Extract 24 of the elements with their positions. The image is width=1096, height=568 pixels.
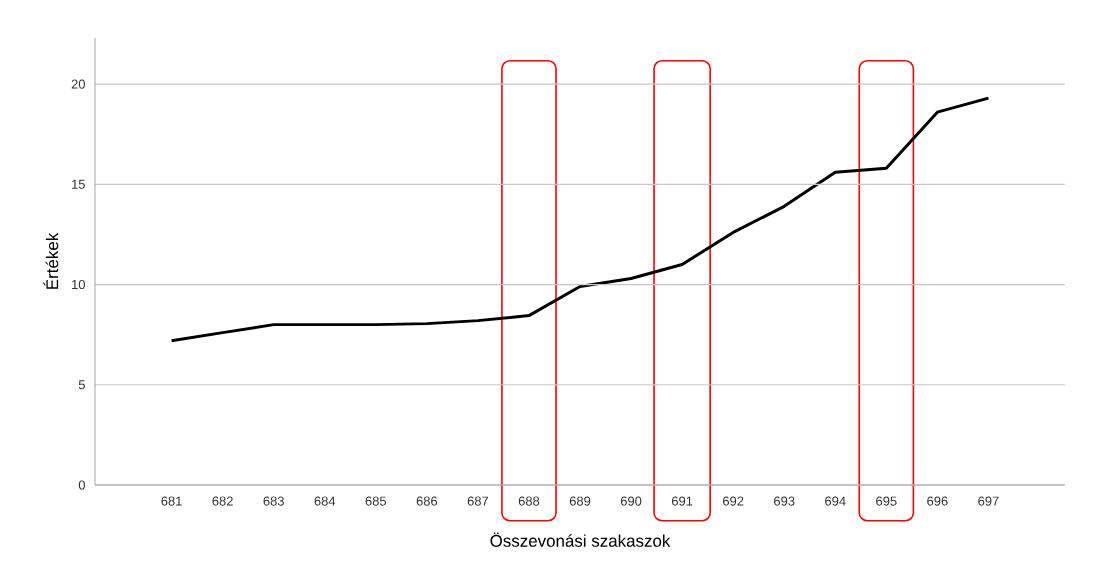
x-axis-title: Összevonási szakaszok	[490, 532, 671, 547]
x-tick-label: 689	[569, 496, 591, 506]
x-tick-label: 682	[212, 496, 233, 506]
x-tick-label: 684	[314, 496, 336, 506]
x-tick-label: 687	[467, 496, 489, 506]
y-tick-label: 0	[78, 480, 85, 490]
x-tick-label: 685	[365, 496, 387, 506]
x-tick-label: 693	[774, 496, 795, 506]
x-tick-label: 690	[620, 496, 642, 506]
x-tick-label: 688	[518, 496, 540, 506]
y-tick-label: 15	[72, 179, 85, 189]
y-tick-label: 5	[78, 380, 85, 390]
y-tick-label: 20	[71, 79, 85, 89]
x-tick-label: 681	[161, 496, 182, 506]
x-tick-label: 686	[416, 496, 438, 506]
x-tick-label: 692	[723, 496, 744, 506]
x-tick-label: 697	[978, 496, 999, 506]
y-axis-title: Értékek	[43, 232, 59, 289]
x-tick-label: 691	[671, 496, 693, 506]
x-tick-label: 695	[876, 496, 897, 506]
y-tick-label: 10	[72, 279, 85, 290]
x-tick-label: 694	[825, 496, 846, 506]
x-tick-label: 696	[927, 496, 948, 506]
x-tick-label: 683	[263, 496, 284, 506]
